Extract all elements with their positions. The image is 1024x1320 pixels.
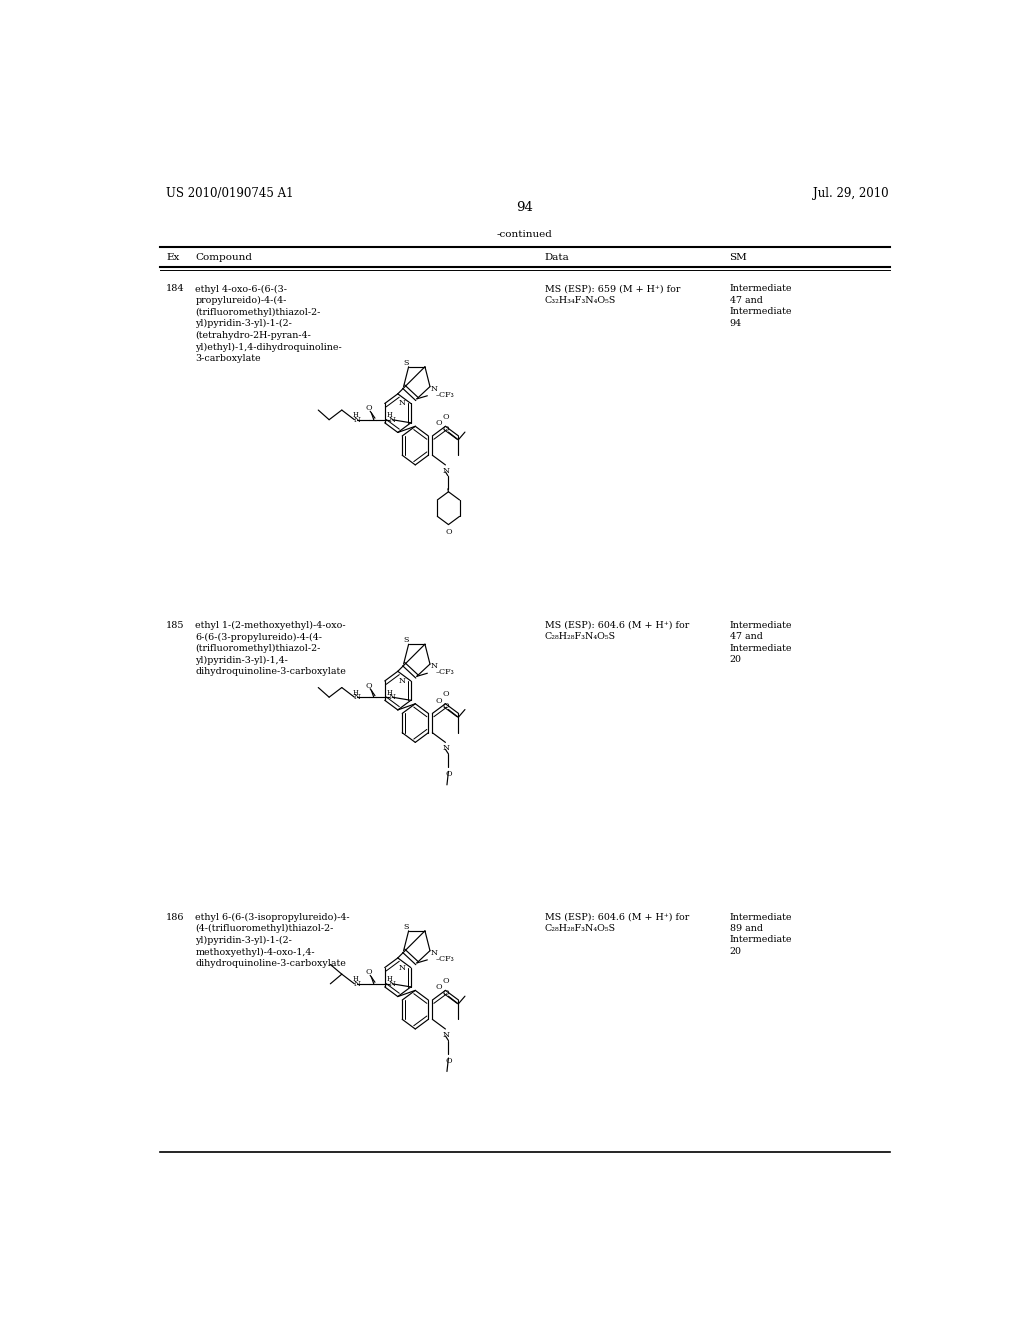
Text: Data: Data	[545, 253, 569, 261]
Text: H: H	[387, 411, 392, 418]
Text: N: N	[389, 979, 395, 987]
Text: S: S	[403, 636, 409, 644]
Text: O: O	[443, 702, 450, 710]
Text: O: O	[445, 528, 453, 536]
Text: N: N	[354, 979, 361, 987]
Text: H: H	[387, 975, 392, 983]
Text: N: N	[431, 384, 438, 392]
Text: N: N	[354, 693, 361, 701]
Text: Ex: Ex	[166, 253, 179, 261]
Text: -continued: -continued	[497, 230, 553, 239]
Text: –CF₃: –CF₃	[435, 391, 455, 399]
Text: SM: SM	[729, 253, 748, 261]
Text: O: O	[442, 690, 449, 698]
Text: Jul. 29, 2010: Jul. 29, 2010	[813, 187, 888, 199]
Text: O: O	[442, 977, 449, 985]
Text: ethyl 6-(6-(3-isopropylureido)-4-
(4-(trifluoromethyl)thiazol-2-
yl)pyridin-3-yl: ethyl 6-(6-(3-isopropylureido)-4- (4-(tr…	[196, 912, 350, 968]
Text: N: N	[442, 1031, 450, 1039]
Text: O: O	[443, 989, 450, 997]
Text: –CF₃: –CF₃	[435, 956, 455, 964]
Text: O: O	[435, 420, 441, 428]
Text: O: O	[443, 425, 450, 433]
Text: O: O	[435, 983, 441, 991]
Text: MS (ESP): 659 (M + H⁺) for
C₃₂H₃₄F₃N₄O₅S: MS (ESP): 659 (M + H⁺) for C₃₂H₃₄F₃N₄O₅S	[545, 284, 680, 305]
Text: S: S	[403, 923, 409, 931]
Text: N: N	[389, 693, 395, 701]
Text: –CF₃: –CF₃	[435, 668, 455, 676]
Text: ethyl 1-(2-methoxyethyl)-4-oxo-
6-(6-(3-propylureido)-4-(4-
(trifluoromethyl)thi: ethyl 1-(2-methoxyethyl)-4-oxo- 6-(6-(3-…	[196, 620, 346, 676]
Text: Intermediate
47 and
Intermediate
94: Intermediate 47 and Intermediate 94	[729, 284, 792, 327]
Text: Intermediate
47 and
Intermediate
20: Intermediate 47 and Intermediate 20	[729, 620, 792, 664]
Text: H: H	[352, 975, 358, 983]
Text: O: O	[435, 697, 441, 705]
Text: N: N	[389, 416, 395, 424]
Text: O: O	[445, 770, 453, 777]
Text: N: N	[431, 949, 438, 957]
Text: Compound: Compound	[196, 253, 253, 261]
Text: O: O	[365, 681, 372, 689]
Text: O: O	[365, 969, 372, 977]
Text: ethyl 4-oxo-6-(6-(3-
propylureido)-4-(4-
(trifluoromethyl)thiazol-2-
yl)pyridin-: ethyl 4-oxo-6-(6-(3- propylureido)-4-(4-…	[196, 284, 342, 363]
Text: S: S	[403, 359, 409, 367]
Text: O: O	[442, 413, 449, 421]
Text: H: H	[352, 689, 358, 697]
Text: N: N	[398, 677, 406, 685]
Text: 184: 184	[166, 284, 184, 293]
Text: Intermediate
89 and
Intermediate
20: Intermediate 89 and Intermediate 20	[729, 912, 792, 956]
Text: MS (ESP): 604.6 (M + H⁺) for
C₂₈H₂₈F₃N₄O₅S: MS (ESP): 604.6 (M + H⁺) for C₂₈H₂₈F₃N₄O…	[545, 912, 689, 933]
Text: N: N	[442, 467, 450, 475]
Text: 186: 186	[166, 912, 184, 921]
Text: 94: 94	[516, 201, 534, 214]
Text: US 2010/0190745 A1: US 2010/0190745 A1	[166, 187, 294, 199]
Text: O: O	[365, 404, 372, 412]
Text: 185: 185	[166, 620, 184, 630]
Text: MS (ESP): 604.6 (M + H⁺) for
C₂₈H₂₈F₃N₄O₅S: MS (ESP): 604.6 (M + H⁺) for C₂₈H₂₈F₃N₄O…	[545, 620, 689, 642]
Text: N: N	[354, 416, 361, 424]
Text: H: H	[352, 411, 358, 418]
Text: N: N	[442, 744, 450, 752]
Text: N: N	[398, 400, 406, 408]
Text: N: N	[398, 964, 406, 972]
Text: O: O	[445, 1057, 453, 1065]
Text: N: N	[431, 663, 438, 671]
Text: H: H	[387, 689, 392, 697]
